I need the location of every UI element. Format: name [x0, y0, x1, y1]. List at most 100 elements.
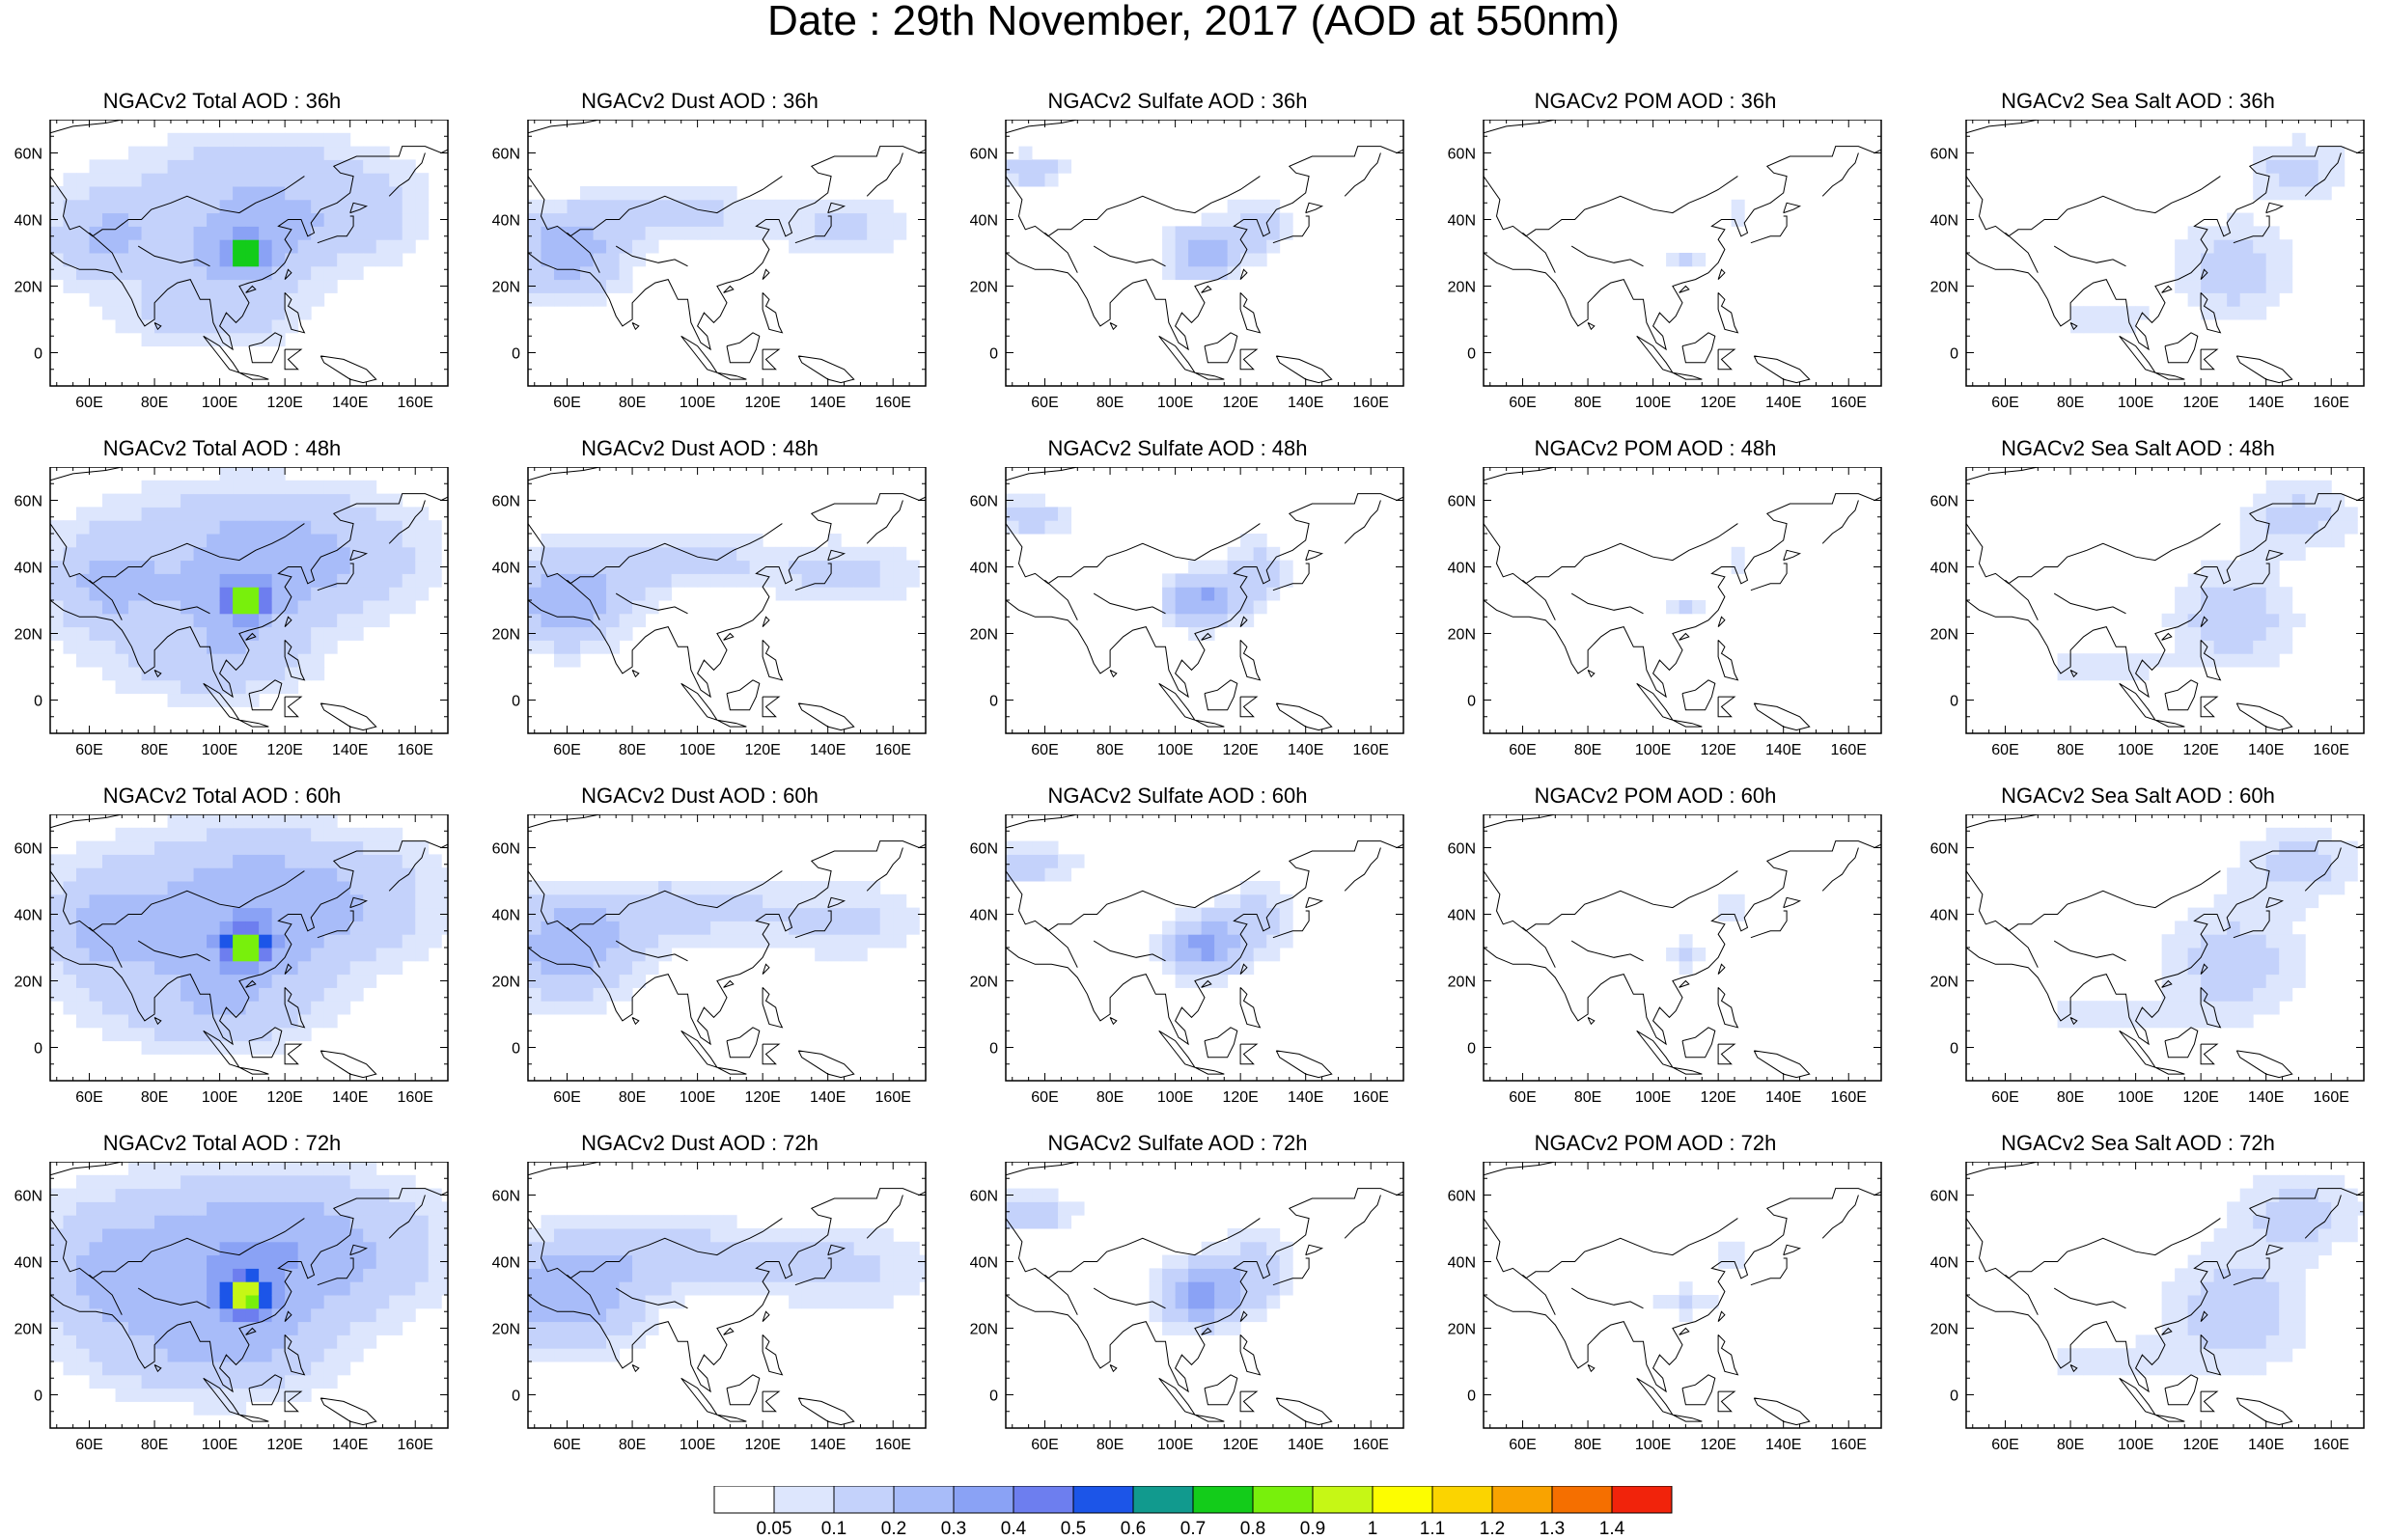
- lon-tick-label: 120E: [1222, 395, 1258, 411]
- aod-cell: [233, 507, 247, 521]
- aod-cell: [154, 1281, 169, 1296]
- aod-cell: [2344, 867, 2358, 882]
- aod-cell: [2239, 239, 2254, 254]
- aod-cell: [402, 534, 416, 548]
- aod-cell: [167, 265, 181, 281]
- aod-cell: [193, 212, 208, 227]
- aod-cell: [311, 480, 325, 495]
- aod-cell: [2279, 493, 2293, 508]
- aod-cell: [2265, 600, 2280, 615]
- aod-cell: [554, 948, 569, 962]
- aod-cell: [141, 1281, 155, 1296]
- aod-cell: [102, 934, 117, 949]
- aod-cell: [645, 600, 659, 615]
- aod-cell: [2123, 1001, 2137, 1015]
- aod-cell: [402, 854, 416, 868]
- aod-cell: [853, 1268, 868, 1282]
- aod-cell: [1679, 948, 1693, 962]
- aod-cell: [323, 546, 338, 562]
- aod-cell: [867, 239, 881, 254]
- aod-cell: [154, 1268, 169, 1282]
- lon-tick-label: 160E: [2314, 395, 2349, 411]
- aod-cell: [102, 1174, 117, 1190]
- aod-cell: [2239, 854, 2254, 868]
- aod-cell: [271, 626, 286, 641]
- aod-cell: [619, 1307, 633, 1323]
- aod-cell: [375, 1201, 390, 1216]
- aod-cell: [2175, 948, 2189, 962]
- aod-cell: [297, 480, 312, 495]
- aod-cell: [428, 881, 442, 895]
- aod-cell: [402, 1241, 416, 1256]
- aod-cell: [402, 1254, 416, 1269]
- aod-cell: [2213, 1014, 2228, 1029]
- aod-cell: [567, 292, 581, 307]
- aod-cell: [723, 881, 737, 895]
- aod-cell: [323, 186, 338, 201]
- aod-cell: [233, 1174, 247, 1190]
- aod-cell: [141, 1388, 155, 1402]
- aod-cell: [102, 1188, 117, 1202]
- aod-cell: [671, 186, 685, 201]
- aod-cell: [2227, 573, 2241, 588]
- aod-cell: [580, 1001, 595, 1015]
- aod-cell: [2109, 1001, 2123, 1015]
- aod-cell: [219, 1174, 234, 1190]
- aod-cell: [141, 921, 155, 935]
- aod-cell: [154, 960, 169, 976]
- aod-cell: [89, 640, 103, 654]
- aod-cell: [789, 546, 803, 562]
- aod-cell: [541, 600, 555, 615]
- aod-cell: [658, 894, 673, 909]
- aod-cell: [63, 881, 77, 895]
- aod-cell: [2213, 974, 2228, 988]
- aod-cell: [76, 987, 91, 1002]
- aod-cell: [645, 212, 659, 227]
- aod-cell: [375, 894, 390, 909]
- aod-cell: [815, 948, 829, 962]
- aod-cell: [102, 948, 117, 962]
- aod-cell: [323, 1374, 338, 1389]
- lon-tick-label: 60E: [1031, 1437, 1058, 1453]
- aod-cell: [2187, 948, 2202, 962]
- aod-cell: [363, 226, 377, 240]
- lat-tick-label: 60N: [970, 841, 998, 858]
- aod-cell: [128, 934, 143, 949]
- aod-cell: [167, 279, 181, 293]
- aod-cell: [180, 1361, 195, 1376]
- aod-cell: [1214, 894, 1229, 909]
- aod-cell: [285, 493, 299, 508]
- aod-cell: [297, 1348, 312, 1362]
- aod-cell: [1279, 1268, 1293, 1282]
- aod-cell: [363, 587, 377, 601]
- aod-cell: [645, 573, 659, 588]
- aod-cell: [2239, 560, 2254, 574]
- aod-cell: [415, 534, 430, 548]
- aod-cell: [233, 1334, 247, 1349]
- aod-cell: [115, 173, 129, 187]
- aod-cell: [645, 960, 659, 976]
- aod-cell: [76, 1268, 91, 1282]
- aod-cell: [554, 613, 569, 628]
- aod-cell: [2253, 640, 2267, 654]
- aod-cell: [141, 1268, 155, 1282]
- aod-cell: [2187, 1001, 2202, 1015]
- aod-cell: [658, 1281, 673, 1296]
- aod-cell: [297, 253, 312, 267]
- aod-cell: [867, 226, 881, 240]
- aod-cell: [389, 159, 403, 174]
- aod-cell: [1188, 1268, 1203, 1282]
- aod-cell: [867, 921, 881, 935]
- aod-cell: [2344, 520, 2358, 535]
- aod-cell: [389, 587, 403, 601]
- aod-cell: [233, 1307, 247, 1323]
- aod-cell: [2187, 960, 2202, 976]
- aod-cell: [580, 199, 595, 214]
- aod-cell: [710, 186, 725, 201]
- aod-cell: [207, 159, 221, 174]
- aod-cell: [219, 1040, 234, 1055]
- aod-cell: [402, 587, 416, 601]
- aod-cell: [2265, 613, 2280, 628]
- aod-cell: [115, 1334, 129, 1349]
- aod-cell: [63, 960, 77, 976]
